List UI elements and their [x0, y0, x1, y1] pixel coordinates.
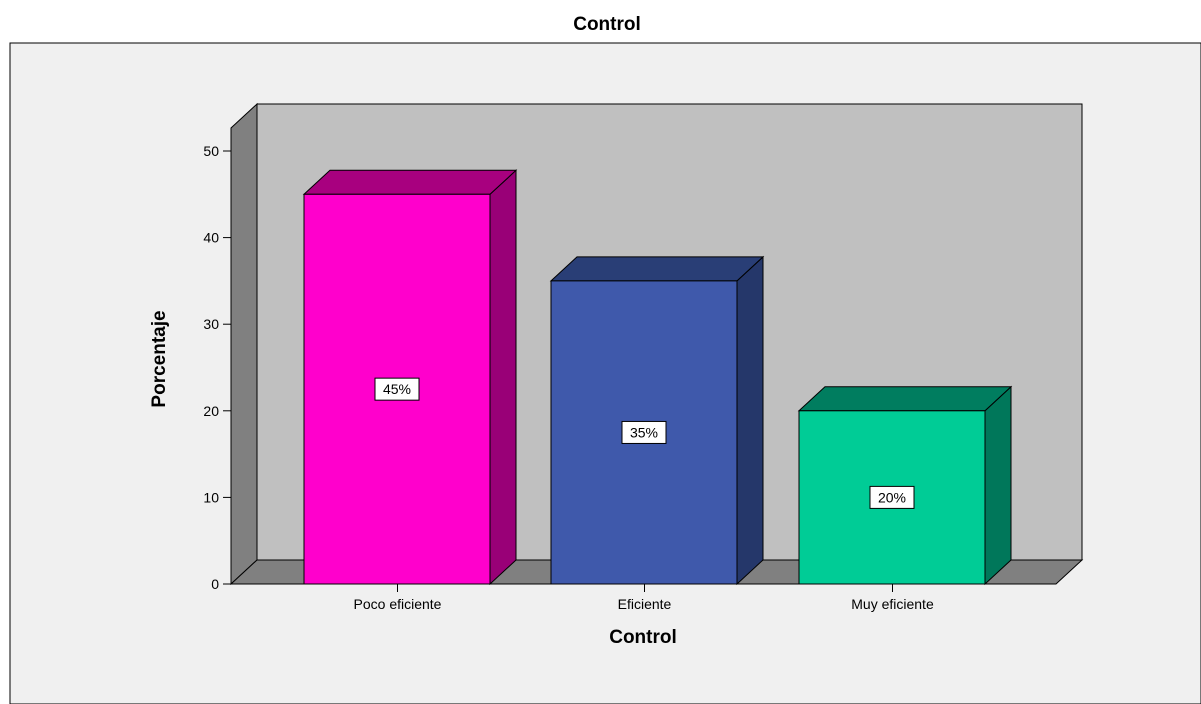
bar-side [736, 255, 764, 586]
data-label: 45% [383, 381, 411, 397]
data-label: 20% [878, 489, 906, 505]
bar-poco-eficiente: 45% [302, 169, 518, 586]
data-label: 35% [630, 424, 658, 440]
bars: 45% 35% 20% [302, 169, 1013, 586]
y-tick-label: 0 [211, 576, 219, 592]
x-axis: Poco eficiente Eficiente Muy eficiente [354, 584, 934, 612]
x-tick-label: Muy eficiente [851, 596, 934, 612]
data-label-box [869, 485, 915, 509]
y-tick-label: 20 [203, 403, 219, 419]
bar-top [797, 386, 1013, 412]
bar-side [984, 385, 1012, 586]
y-tick-label: 40 [203, 230, 219, 246]
bar-top [549, 256, 765, 282]
data-label-box [374, 377, 420, 401]
y-axis-title: Porcentaje [149, 310, 170, 407]
y-axis: 0 10 20 30 40 50 [203, 143, 231, 592]
x-axis-title: Control [609, 627, 677, 648]
x-tick-label: Eficiente [618, 596, 672, 612]
bar-top [302, 169, 518, 195]
y-tick-label: 30 [203, 316, 219, 332]
y-tick-label: 10 [203, 489, 219, 505]
x-tick-label: Poco eficiente [354, 596, 442, 612]
data-label-box [621, 420, 667, 444]
chart-title: Control [573, 14, 641, 35]
left-wall [230, 102, 258, 586]
bar-eficiente: 35% [549, 255, 765, 586]
bar-side [489, 169, 517, 586]
bar-muy-eficiente: 20% [797, 385, 1013, 586]
y-tick-label: 50 [203, 143, 219, 159]
